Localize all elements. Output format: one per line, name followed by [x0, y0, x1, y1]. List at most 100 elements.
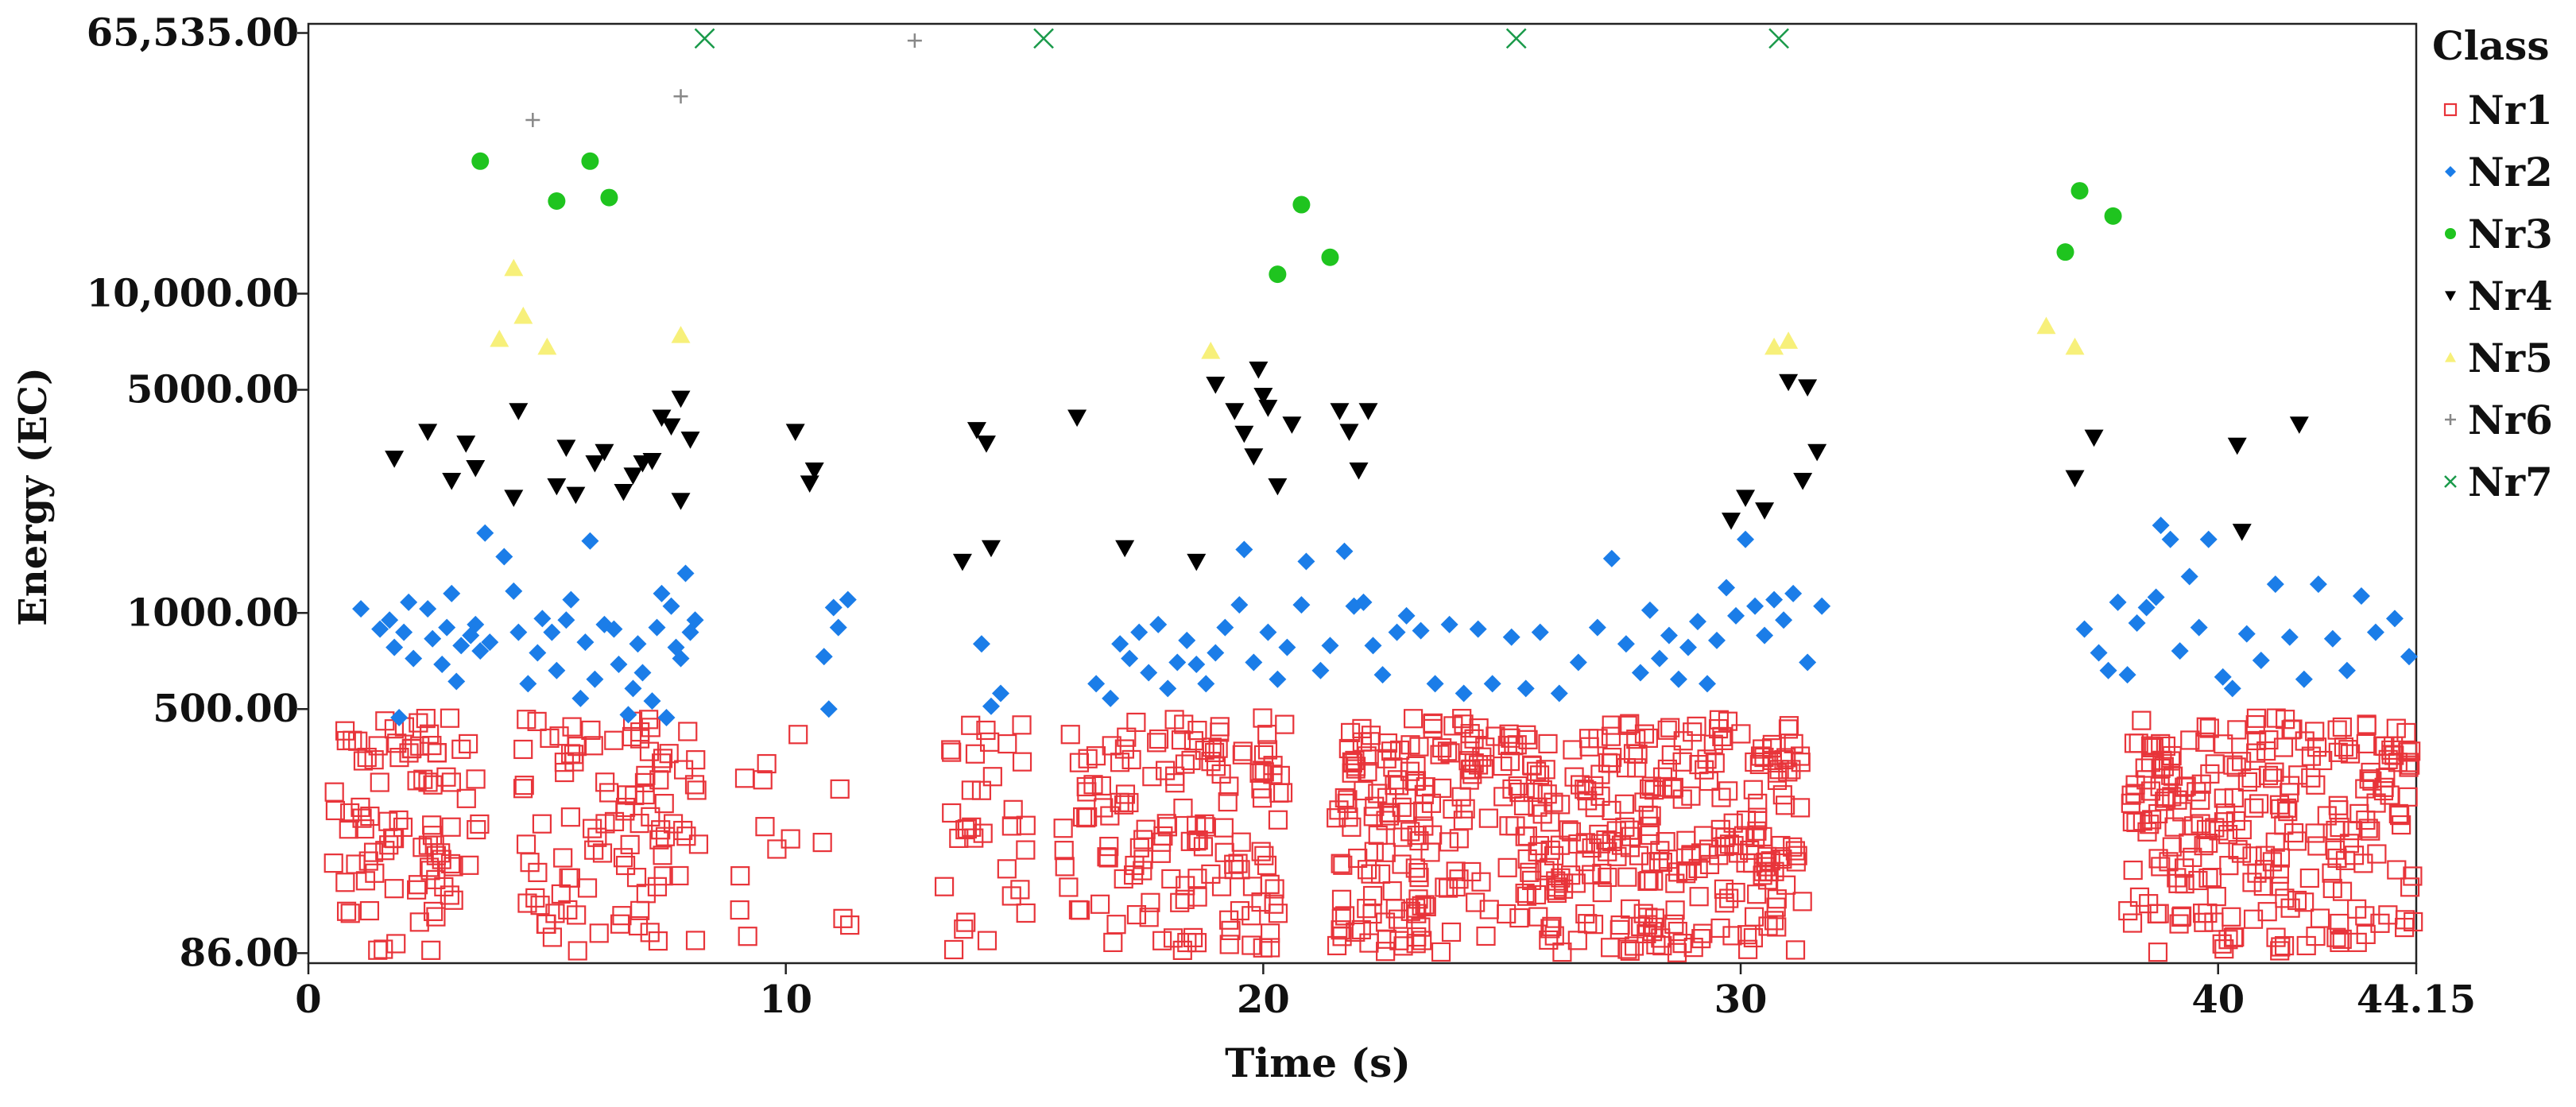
nr1-point [2176, 776, 2196, 796]
nr1-point [2338, 740, 2358, 760]
nr1-point [2155, 792, 2175, 811]
nr2-point [2385, 610, 2404, 628]
nr1-point [1440, 743, 1460, 763]
nr1-point [2249, 794, 2269, 814]
nr2-point [385, 638, 404, 656]
nr1-point [640, 923, 660, 942]
nr1-point [2334, 737, 2354, 757]
x-tick-label: 10 [759, 977, 812, 1022]
nr1-point [2125, 775, 2145, 795]
nr1-point [567, 737, 587, 757]
nr1-point [1163, 928, 1183, 948]
nr1-point [1211, 764, 1231, 784]
nr1-point [965, 744, 986, 764]
nr1-point [2399, 753, 2419, 772]
nr1-point [1652, 767, 1673, 787]
nr1-point [1413, 801, 1433, 821]
nr1-point [1695, 760, 1714, 780]
nr1-point [2242, 846, 2262, 866]
nr1-point [2401, 741, 2421, 761]
legend-label-nr7: Nr7 [2468, 459, 2553, 505]
nr1-point [961, 780, 981, 800]
nr1-point [2132, 710, 2152, 730]
nr1-point [2169, 914, 2189, 934]
nr1-point [1083, 775, 1103, 795]
nr4-point [2289, 416, 2309, 434]
nr2-point [1602, 549, 1621, 567]
nr1-point [2121, 785, 2141, 805]
nr1-point [1546, 871, 1566, 891]
nr1-point [1714, 879, 1734, 899]
nr2-point [1660, 626, 1678, 644]
nr1-point [2257, 902, 2277, 922]
nr4-point [2232, 524, 2252, 541]
nr1-point [1431, 942, 1451, 962]
nr1-point [2322, 863, 2342, 883]
nr1-point [1764, 911, 1784, 931]
nr1-point [2219, 856, 2239, 876]
nr1-point [997, 733, 1017, 754]
nr2-point [2280, 628, 2299, 646]
nr5-point [537, 337, 557, 355]
nr1-point [1551, 795, 1571, 815]
nr1-point [2144, 737, 2163, 757]
nr2-point [419, 600, 437, 618]
nr2-point [1737, 530, 1755, 548]
nr4-point [1206, 377, 1226, 394]
nr2-point [1412, 621, 1430, 640]
nr2-point [1235, 540, 1253, 559]
x-tick-label: 44.15 [2357, 977, 2476, 1022]
nr1-point [1602, 831, 1621, 852]
nr1-point [1520, 862, 1540, 882]
nr4-point [456, 435, 476, 453]
nr1-point [1403, 709, 1424, 729]
nr2-point [1550, 684, 1568, 703]
nr1-point [1012, 715, 1032, 735]
nr2-point [1756, 626, 1774, 644]
nr1-point [1126, 904, 1147, 925]
nr1-point [1515, 883, 1535, 904]
nr3-point [1269, 265, 1287, 284]
nr1-point [1455, 799, 1475, 819]
y-tick-label: 86.00 [180, 931, 299, 975]
nr1-point [1624, 936, 1644, 956]
nr1-point [1389, 740, 1410, 761]
nr1-point [514, 776, 534, 795]
nr1-point [1621, 826, 1641, 846]
nr2-point [672, 649, 690, 668]
nr1-point [1331, 920, 1350, 940]
nr1-point [420, 861, 440, 881]
nr1-point [1517, 826, 1537, 846]
nr1-point [1151, 843, 1171, 863]
nr1-point [1270, 765, 1290, 785]
nr1-point [1231, 832, 1251, 852]
nr1-point [1070, 900, 1090, 920]
plot-frame [307, 22, 2418, 965]
nr1-point [1400, 901, 1420, 921]
nr1-point [532, 814, 552, 834]
nr1-point [2194, 836, 2214, 856]
nr1-point [1620, 820, 1640, 840]
nr1-point [358, 851, 378, 871]
nr2-point [471, 642, 490, 660]
nr1-point [2330, 913, 2349, 934]
nr1-point [613, 848, 633, 868]
nr1-point [527, 711, 547, 731]
nr1-point [1665, 900, 1685, 920]
legend-title: Class [2432, 22, 2550, 69]
nr1-point [1736, 853, 1756, 873]
nr1-point [651, 820, 671, 840]
nr1-point [1060, 725, 1080, 745]
nr4-point [385, 451, 405, 468]
nr1-point [1628, 744, 1648, 764]
nr1-point [517, 710, 537, 730]
nr1-point [1784, 733, 1803, 753]
nr1-point [1575, 852, 1595, 872]
nr1-point [1578, 914, 1598, 934]
nr1-point [1709, 710, 1730, 730]
nr4-point [1722, 513, 1741, 530]
nr2-point [433, 656, 451, 674]
nr1-point [1139, 908, 1159, 927]
nr1-point [387, 733, 407, 753]
nr1-point [584, 840, 604, 860]
